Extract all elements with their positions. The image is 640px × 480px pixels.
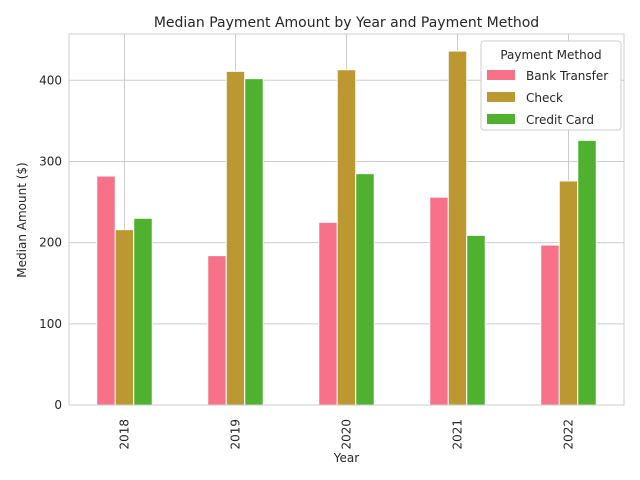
bar-credit-card-2019 <box>244 78 264 406</box>
y-axis-label: Median Amount ($) <box>15 162 29 277</box>
legend-swatch <box>487 92 515 102</box>
bar-credit-card-2018 <box>133 217 153 406</box>
bar-bank-transfer-2020 <box>318 221 338 406</box>
bar-check-2020 <box>336 69 357 406</box>
y-tick-label: 0 <box>54 398 62 412</box>
bar-bank-transfer-2022 <box>540 244 560 406</box>
x-tick-label: 2021 <box>451 419 465 450</box>
y-tick-label: 400 <box>39 73 62 87</box>
bar-credit-card-2020 <box>355 173 375 406</box>
plot-frame <box>68 33 625 406</box>
y-tick-label: 100 <box>39 317 62 331</box>
y-tick-label: 200 <box>39 236 62 250</box>
bar-credit-card-2021 <box>466 234 486 406</box>
chart-title: Median Payment Amount by Year and Paymen… <box>154 15 539 31</box>
legend-box <box>480 40 622 131</box>
axis-layer: 0 100 200 300 400 2018 2019 2020 2021 2022 <box>39 33 625 450</box>
y-tick-label: 300 <box>39 154 62 168</box>
bar-credit-card-2022 <box>577 139 597 406</box>
legend: Payment Method Bank Transfer Check Credit … <box>480 40 622 131</box>
bar-check-2019 <box>225 70 246 406</box>
bar-bank-transfer-2021 <box>429 196 449 406</box>
legend-title: Payment Method <box>500 48 601 62</box>
x-tick-label: 2019 <box>229 419 243 450</box>
x-tick-label: 2020 <box>340 419 354 450</box>
bar-check-2022 <box>558 180 579 406</box>
bar-check-2018 <box>114 229 135 406</box>
legend-label: Credit Card <box>526 113 594 127</box>
x-tick-label: 2018 <box>118 419 132 450</box>
bar-layer <box>96 50 597 406</box>
legend-items: Bank Transfer Check Credit Card <box>487 69 608 127</box>
legend-label: Bank Transfer <box>526 69 608 83</box>
legend-label: Check <box>526 91 563 105</box>
bar-bank-transfer-2018 <box>96 175 116 406</box>
bar-check-2021 <box>447 50 468 406</box>
legend-swatch <box>487 70 515 80</box>
x-tick-label: 2022 <box>562 419 576 450</box>
x-axis-label: Year <box>333 451 359 465</box>
legend-swatch <box>487 114 515 124</box>
bar-bank-transfer-2019 <box>207 255 227 406</box>
